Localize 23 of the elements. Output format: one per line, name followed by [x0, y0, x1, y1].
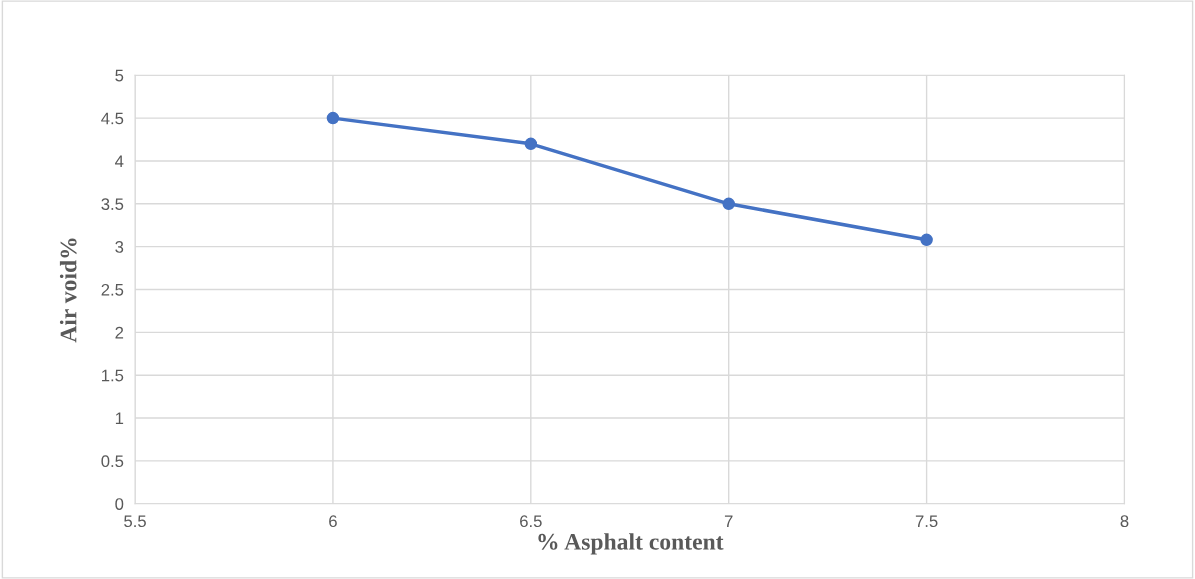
x-tick-label: 6 — [329, 515, 337, 528]
y-tick-label: 5 — [115, 69, 124, 82]
y-tick-label: 0 — [115, 498, 124, 510]
x-tick-label: 6.5 — [520, 515, 542, 528]
point — [920, 233, 933, 247]
y-tick-label: 2 — [115, 326, 124, 339]
y-tick-label: 4.5 — [101, 112, 124, 125]
y-tick-label: 3.5 — [101, 198, 124, 211]
y-tick-label: 2.5 — [101, 283, 124, 296]
x-tick-label: 8 — [1120, 515, 1129, 528]
point — [326, 111, 340, 125]
x-tick-label: 7 — [724, 515, 733, 527]
y-axis-title: Air void% — [59, 238, 77, 343]
y-tick-label: 3 — [115, 241, 124, 253]
point — [524, 137, 538, 151]
y-tick-label: 4 — [115, 155, 124, 167]
y-tick-label: 0.5 — [101, 455, 124, 468]
x-tick-label: 7.5 — [915, 515, 938, 528]
x-tick-label: 5.5 — [124, 515, 146, 528]
point — [722, 197, 735, 211]
y-tick-label: 1 — [115, 412, 124, 425]
x-axis-title: % Asphalt content — [538, 533, 724, 555]
y-tick-label: 1.5 — [102, 369, 124, 382]
